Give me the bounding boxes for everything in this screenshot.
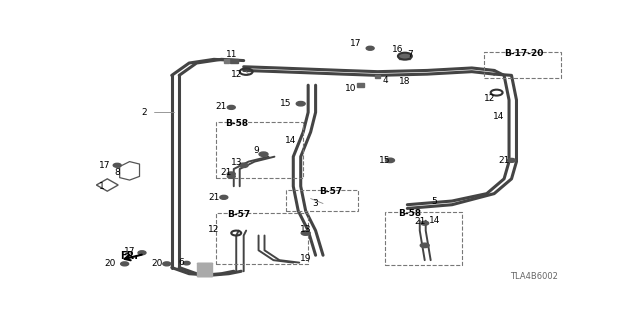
Circle shape — [385, 158, 394, 163]
Text: 18: 18 — [399, 77, 411, 86]
Circle shape — [259, 152, 268, 156]
Text: 14: 14 — [429, 216, 440, 225]
Text: 21: 21 — [499, 156, 510, 165]
Text: 2: 2 — [141, 108, 147, 117]
Circle shape — [420, 221, 429, 225]
Circle shape — [220, 195, 228, 199]
Text: B-58: B-58 — [225, 119, 248, 128]
Text: 5: 5 — [432, 196, 438, 205]
Text: B-57: B-57 — [227, 210, 250, 219]
Circle shape — [227, 172, 236, 176]
Text: 17: 17 — [124, 247, 135, 256]
Text: TLA4B6002: TLA4B6002 — [510, 272, 558, 281]
Circle shape — [113, 163, 121, 167]
Circle shape — [227, 174, 236, 178]
Circle shape — [420, 243, 429, 248]
Circle shape — [138, 251, 146, 255]
Text: B-57: B-57 — [319, 187, 342, 196]
Text: B-17-20: B-17-20 — [504, 49, 543, 58]
Text: 21: 21 — [216, 102, 227, 111]
Circle shape — [183, 261, 190, 265]
Circle shape — [121, 262, 129, 266]
Text: 6: 6 — [179, 258, 184, 267]
Text: 7: 7 — [407, 50, 413, 59]
Text: 19: 19 — [300, 254, 312, 263]
Text: 15: 15 — [280, 99, 292, 108]
Circle shape — [366, 46, 374, 50]
Text: 12: 12 — [208, 225, 220, 234]
Bar — [224, 59, 229, 63]
Text: 12: 12 — [230, 70, 242, 79]
Text: 9: 9 — [253, 146, 259, 155]
Text: 12: 12 — [483, 94, 495, 103]
Circle shape — [227, 105, 236, 109]
Text: 15: 15 — [380, 156, 391, 165]
Text: 21: 21 — [208, 193, 220, 202]
Text: 3: 3 — [313, 199, 319, 208]
Bar — [375, 75, 380, 78]
Text: 10: 10 — [344, 84, 356, 93]
Text: 13: 13 — [230, 158, 242, 167]
Circle shape — [163, 262, 171, 266]
Circle shape — [301, 231, 310, 235]
Text: 17: 17 — [99, 161, 111, 170]
Text: 14: 14 — [285, 136, 296, 145]
Text: 14: 14 — [493, 111, 505, 121]
Bar — [399, 53, 410, 59]
Text: 21: 21 — [221, 168, 232, 177]
Text: 20: 20 — [104, 259, 115, 268]
Text: B-58: B-58 — [398, 209, 421, 218]
Text: 17: 17 — [349, 39, 361, 48]
Text: 4: 4 — [382, 76, 388, 85]
Text: 11: 11 — [225, 50, 237, 59]
Text: 13: 13 — [300, 225, 312, 234]
Text: 21: 21 — [414, 218, 426, 227]
Bar — [230, 59, 237, 63]
Bar — [356, 83, 364, 87]
Bar — [196, 263, 212, 276]
Text: 16: 16 — [392, 45, 403, 54]
Circle shape — [296, 101, 305, 106]
Text: 20: 20 — [151, 259, 163, 268]
Circle shape — [508, 158, 515, 162]
Text: FR.: FR. — [120, 252, 139, 261]
Text: 1: 1 — [99, 182, 105, 191]
Circle shape — [239, 163, 248, 167]
Text: 8: 8 — [115, 168, 120, 177]
